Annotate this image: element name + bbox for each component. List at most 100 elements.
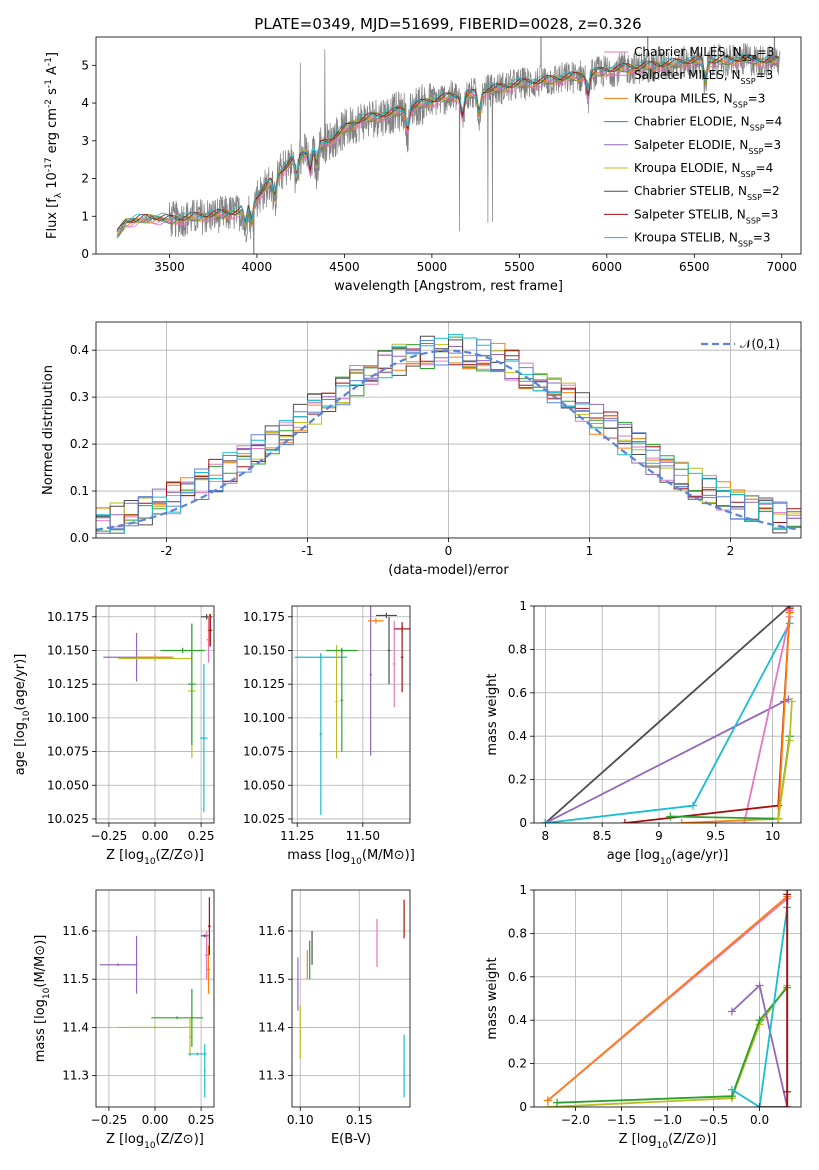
errorbar-point	[311, 930, 313, 965]
y-axis-label: mass weight	[485, 957, 500, 1039]
axes-frame	[95, 889, 215, 1108]
panel-residuals: -2 -1 0 1 2 0.0 0.1 0.2 0.3 0.4 (data-model)/error…	[41, 321, 802, 578]
errorbar-point	[340, 649, 344, 752]
x-tick-label: 8	[542, 829, 550, 843]
plot-area	[534, 890, 801, 1107]
y-tick-label: 2	[81, 172, 89, 186]
errorbar-point	[203, 1044, 206, 1098]
y-tick-label: 0.8	[508, 926, 527, 940]
axes-frame	[95, 36, 802, 255]
errorbar-point	[99, 963, 137, 967]
panel-age-vs-mass: 11.25 11.50 10.025 10.050 10.075 10.100 10.125…	[243, 605, 415, 867]
x-tick-label: 5500	[504, 260, 535, 274]
y-tick-label: 0.2	[508, 773, 527, 787]
y-tick-label: 10.100	[243, 711, 285, 725]
y-tick-label: 4	[81, 96, 89, 110]
x-tick-label: 11.50	[346, 829, 380, 843]
y-tick-label: 11.3	[62, 1069, 89, 1083]
x-axis-label: E(B-V)	[331, 1132, 371, 1147]
errorbar-point	[319, 653, 323, 815]
errorbar-point	[299, 1005, 301, 1059]
y-tick-label: 1	[519, 883, 527, 897]
x-tick-label: 6000	[592, 260, 623, 274]
plot-area	[116, 37, 781, 254]
y-tick-label: 11.6	[258, 924, 285, 938]
y-tick-label: 10.025	[243, 812, 285, 826]
errorbar-point	[206, 945, 211, 994]
legend-entry: Kroupa MILES, NSSP=3	[634, 91, 765, 109]
errorbar-point	[375, 612, 397, 619]
errorbar-point	[160, 647, 205, 654]
x-tick-label: 9.5	[706, 829, 725, 843]
axes-frame	[95, 321, 802, 539]
weight-series	[544, 606, 791, 823]
y-tick-label: 0.1	[70, 484, 89, 498]
panel-mass-vs-ebv: 0.10 0.15 11.3 11.4 11.5 11.6 E(B-V)	[258, 889, 411, 1147]
legend-entry: Kroupa ELODIE, NSSP=4	[634, 161, 773, 179]
x-tick-label: 10	[765, 829, 780, 843]
plot-area	[292, 890, 410, 1107]
legend-entry: Kroupa STELIB, NSSP=3	[634, 231, 771, 249]
x-tick-label: -2	[161, 544, 173, 558]
y-tick-label: 0	[81, 247, 89, 261]
x-tick-label: −1.5	[607, 1113, 636, 1127]
x-axis-label: Z [log10(Z/Z⊙)]	[106, 1132, 204, 1151]
x-tick-label: 4500	[329, 260, 360, 274]
y-tick-label: 1	[81, 209, 89, 223]
panel-mass-vs-Z: −0.25 0.00 0.25 11.3 11.4 11.5 11.6 Z [log10(Z/…	[33, 889, 215, 1151]
axes-frame	[533, 605, 802, 824]
errorbar-point	[207, 897, 211, 956]
errorbar-point	[297, 957, 299, 1011]
legend-entry: Salpeter MILES, NSSP=3	[634, 68, 773, 86]
errorbar-point	[188, 623, 196, 745]
x-axis-label: Z [log10(Z/Z⊙)]	[106, 848, 204, 867]
x-axis-label: Z [log10(Z/Z⊙)]	[619, 1132, 717, 1151]
y-tick-label: 0.4	[508, 729, 527, 743]
errorbar-point	[118, 655, 192, 662]
x-axis-label: age [log10(age/yr)]	[607, 848, 729, 867]
x-tick-label: 11.25	[280, 829, 314, 843]
x-tick-label: 4000	[242, 260, 273, 274]
errorbar-point	[189, 1017, 191, 1057]
y-tick-label: 0.4	[508, 1013, 527, 1027]
y-axis-label: mass [log10(M/M⊙)]	[33, 935, 52, 1063]
panel-spectrum: 3500 4000 4500 5000 5500 6000 6500 7000 0 1 2 3 4 5 wa…	[44, 36, 802, 294]
legend-entry: 𝒩(0,1)	[740, 337, 780, 351]
y-tick-label: 11.5	[258, 972, 285, 986]
errorbar-point	[208, 614, 213, 647]
figure-title: PLATE=0349, MJD=51699, FIBERID=0028, z=0…	[254, 15, 641, 33]
model-spectrum	[116, 53, 780, 231]
y-axis-label: Normed distribution	[41, 365, 56, 495]
x-tick-label: -1	[302, 544, 314, 558]
x-tick-label: −2.0	[561, 1113, 590, 1127]
x-tick-label: 2	[727, 544, 735, 558]
errorbar-point	[200, 663, 208, 813]
y-tick-label: 10.150	[47, 643, 89, 657]
x-tick-label: 0.0	[750, 1113, 769, 1127]
y-tick-label: 0.3	[70, 390, 89, 404]
y-tick-label: 11.5	[62, 972, 89, 986]
x-tick-label: −1.0	[653, 1113, 682, 1127]
y-tick-label: 10.050	[47, 778, 89, 792]
x-tick-label: 0.25	[188, 829, 215, 843]
y-tick-label: 0.8	[508, 642, 527, 656]
x-tick-label: 0.10	[287, 1113, 314, 1127]
x-tick-label: 0	[445, 544, 453, 558]
weight-series	[624, 608, 791, 823]
y-tick-label: 10.050	[243, 778, 285, 792]
y-tick-label: 0	[519, 816, 527, 830]
y-tick-label: 0.6	[508, 686, 527, 700]
x-tick-label: −0.5	[699, 1113, 728, 1127]
y-tick-label: 10.100	[47, 711, 89, 725]
y-tick-label: 11.3	[258, 1069, 285, 1083]
legend-entry: Salpeter ELODIE, NSSP=3	[634, 138, 781, 156]
x-tick-label: 8.5	[593, 829, 612, 843]
y-tick-label: 0.2	[508, 1057, 527, 1071]
weight-series	[544, 698, 789, 823]
y-tick-label: 10.075	[47, 745, 89, 759]
plot-area	[96, 322, 801, 538]
y-tick-label: 0.6	[508, 970, 527, 984]
errorbar-point	[369, 606, 372, 756]
y-tick-label: 0	[519, 1100, 527, 1114]
